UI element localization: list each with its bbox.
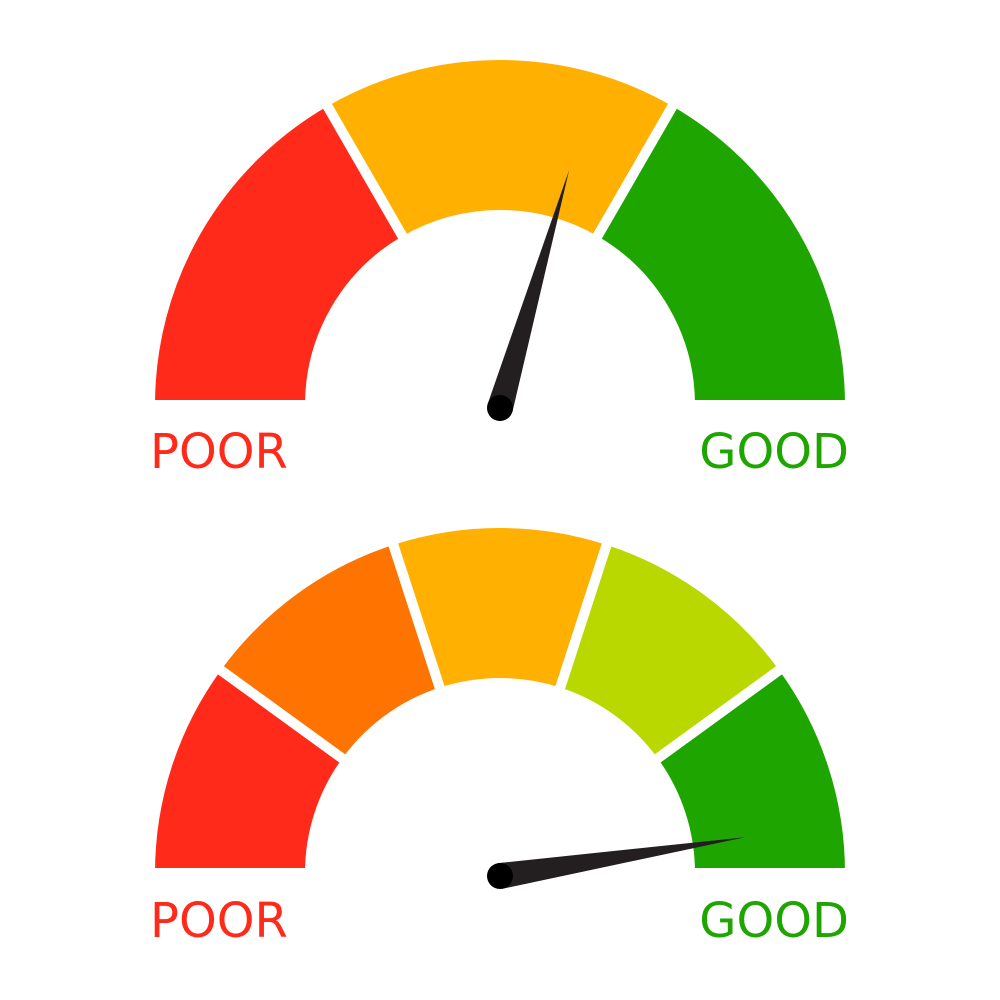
good-label: GOOD <box>699 893 849 949</box>
gauge-five-segment <box>144 518 856 889</box>
needle <box>487 169 570 412</box>
needle-pivot <box>487 395 513 421</box>
poor-label: POOR <box>150 424 288 480</box>
needle <box>497 837 745 889</box>
gauge-segment <box>144 95 412 410</box>
gauge-segment <box>318 50 682 248</box>
poor-label: POOR <box>150 893 288 949</box>
gauge-segment <box>646 660 856 878</box>
gauge-segment <box>588 95 856 410</box>
gauge-three-segment <box>144 50 856 421</box>
good-label: GOOD <box>699 424 849 480</box>
needle-pivot <box>487 863 513 889</box>
